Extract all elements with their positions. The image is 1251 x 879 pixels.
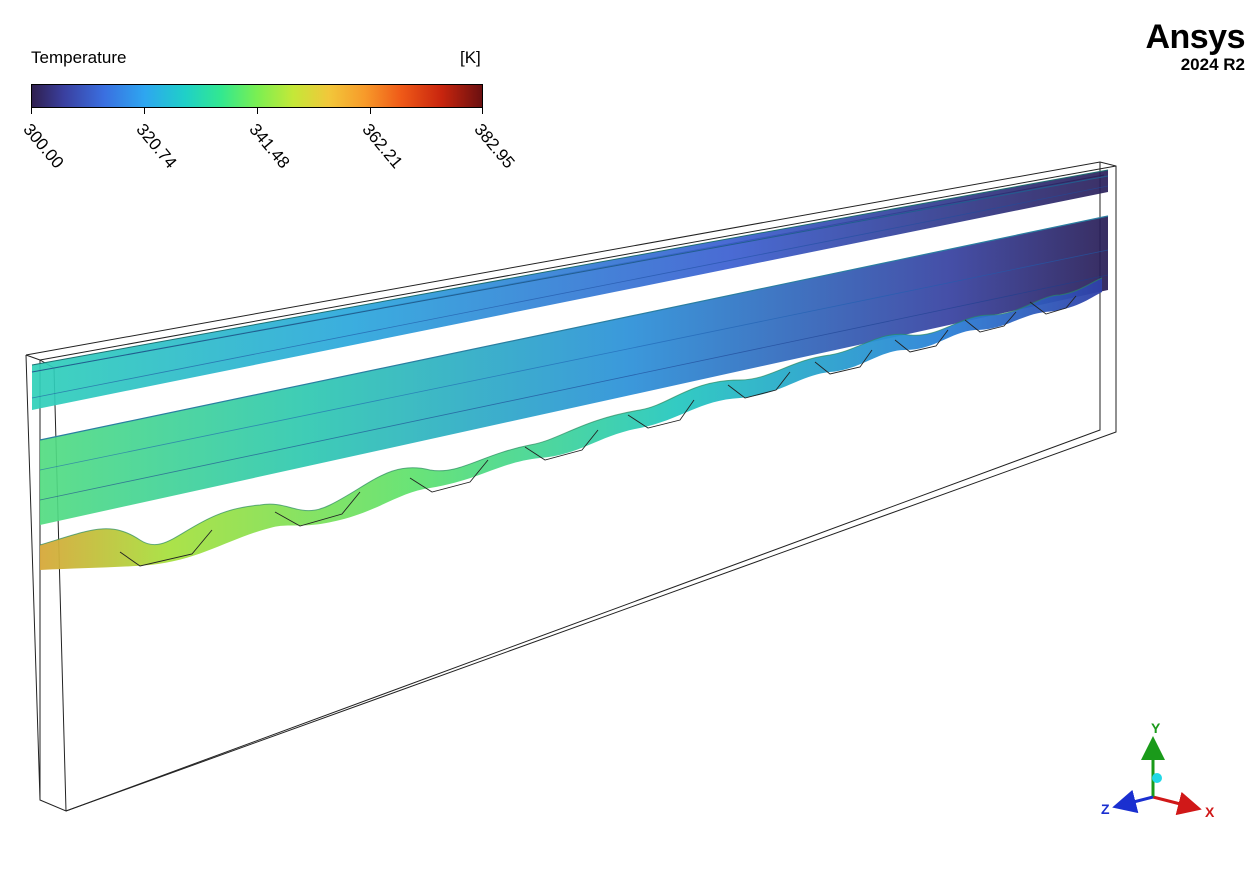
legend-title: Temperature	[31, 48, 127, 67]
triad-origin-marker	[1152, 773, 1162, 783]
temperature-colorbar	[31, 84, 483, 108]
colorbar-tick-mark	[31, 108, 32, 114]
brand-version: 2024 R2	[1180, 55, 1245, 74]
streamline-band-middle	[39, 215, 1109, 525]
legend-unit: [K]	[460, 48, 481, 67]
y-axis-label: Y	[1151, 720, 1161, 736]
streamline-band-bottom-wavy	[39, 277, 1103, 570]
coordinate-triad: X Y Z	[1101, 720, 1215, 820]
streamline-band-top	[31, 169, 1109, 410]
ansys-logo: Ansys 2024 R2	[1145, 18, 1245, 74]
colorbar-tick-mark	[257, 108, 258, 114]
z-axis-arrow	[1112, 789, 1154, 814]
colorbar-tick-mark	[144, 108, 145, 114]
brand-name: Ansys	[1145, 18, 1245, 56]
z-axis-label: Z	[1101, 801, 1110, 817]
x-axis-arrow	[1152, 791, 1202, 816]
wall-corrugations	[119, 295, 1077, 567]
x-axis-label: X	[1205, 804, 1215, 820]
colorbar-tick-mark	[370, 108, 371, 114]
colorbar-tick-mark	[482, 108, 483, 114]
